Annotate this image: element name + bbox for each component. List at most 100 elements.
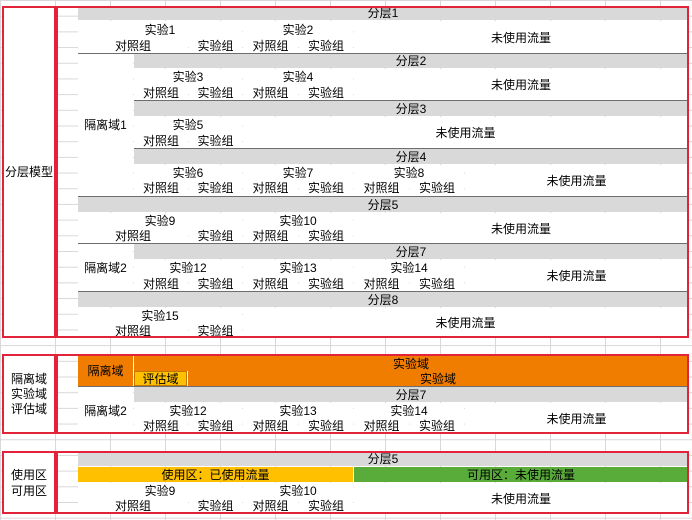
control-label: 对照组 xyxy=(363,181,400,195)
control-group: 对照组 xyxy=(243,276,298,292)
divider xyxy=(134,100,688,101)
treatment-label: 实验组 xyxy=(197,181,234,195)
control-group: 对照组 xyxy=(134,276,188,292)
layered-model-label: 分层模型 xyxy=(2,6,56,338)
isolation-domain-2: 隔离域2 xyxy=(78,244,133,292)
available-zone-label: 可用区：未使用流量 xyxy=(466,467,575,482)
control-group: 对照组 xyxy=(243,498,298,514)
control-label: 对照组 xyxy=(252,419,289,433)
experiment-12-label: 实验12 xyxy=(169,403,207,418)
experiment-8: 实验8 xyxy=(354,165,464,180)
treatment-group: 实验组 xyxy=(299,180,353,196)
control-label: 对照组 xyxy=(142,419,179,433)
treatment-group: 实验组 xyxy=(299,228,353,244)
treatment-label: 实验组 xyxy=(307,229,344,243)
experiment-2: 实验2 xyxy=(243,21,353,38)
treatment-label: 实验组 xyxy=(307,499,344,513)
unused-label: 未使用流量 xyxy=(490,491,551,506)
control-label: 对照组 xyxy=(142,86,179,100)
control-label: 对照组 xyxy=(252,499,289,513)
evaluation-domain-cell: 评估域 xyxy=(134,371,187,386)
divider xyxy=(134,148,688,149)
experiment-12: 实验12 xyxy=(134,260,242,276)
control-group: 对照组 xyxy=(243,85,298,101)
treatment-label: 实验组 xyxy=(418,181,455,195)
control-label: 对照组 xyxy=(363,277,400,291)
isolation-domain-1: 隔离域1 xyxy=(78,54,133,196)
experiment-domain-label: 实验域 xyxy=(419,371,456,386)
treatment-label: 实验组 xyxy=(307,277,344,291)
control-label: 对照组 xyxy=(114,499,151,513)
layer-7-label: 分层7 xyxy=(395,387,427,402)
layer-4-label: 分层4 xyxy=(395,149,427,164)
divider xyxy=(78,196,688,197)
unused-traffic-s2: 未使用流量 xyxy=(465,403,688,434)
isolation-domain-2: 隔离域2 xyxy=(78,387,133,434)
divider xyxy=(78,386,688,387)
treatment-label: 实验组 xyxy=(197,277,234,291)
control-label: 对照组 xyxy=(252,277,289,291)
control-group: 对照组 xyxy=(78,228,188,244)
control-group: 对照组 xyxy=(78,38,188,54)
unused-label: 未使用流量 xyxy=(546,411,607,426)
treatment-group: 实验组 xyxy=(410,180,464,196)
layer-2-label: 分层2 xyxy=(395,54,427,68)
experiment-12: 实验12 xyxy=(134,403,242,418)
experiment-15: 实验15 xyxy=(78,308,242,323)
unused-traffic-l8: 未使用流量 xyxy=(243,308,688,338)
experiment-9: 实验9 xyxy=(78,213,242,228)
isolation-2-label: 隔离域2 xyxy=(84,403,127,418)
unused-label: 未使用流量 xyxy=(490,30,551,45)
experiment-10: 实验10 xyxy=(243,213,353,228)
layer-7-header: 分层7 xyxy=(134,244,688,259)
experiment-7: 实验7 xyxy=(243,165,353,180)
experiment-1: 实验1 xyxy=(78,21,242,38)
treatment-label: 实验组 xyxy=(197,86,234,100)
treatment-label: 实验组 xyxy=(197,134,234,148)
treatment-group: 实验组 xyxy=(410,418,464,434)
layer-1-header: 分层1 xyxy=(78,6,688,20)
experiment-2-label: 实验2 xyxy=(282,22,314,37)
experiment-13-label: 实验13 xyxy=(279,261,317,275)
experiment-9-label: 实验9 xyxy=(144,483,176,498)
control-group: 对照组 xyxy=(354,276,409,292)
experiment-6-label: 实验6 xyxy=(172,165,204,180)
legend-available-zone: 可用区 xyxy=(10,483,47,498)
isolation-2-label: 隔离域2 xyxy=(84,261,127,275)
treatment-group: 实验组 xyxy=(299,418,353,434)
experiment-domain-label: 实验域 xyxy=(392,356,429,371)
experiment-7-label: 实验7 xyxy=(282,165,314,180)
experiment-13: 实验13 xyxy=(243,403,353,418)
treatment-label: 实验组 xyxy=(197,499,234,513)
legend-experiment: 实验域 xyxy=(10,387,47,401)
unused-traffic-l1: 未使用流量 xyxy=(354,21,688,54)
control-group: 对照组 xyxy=(243,228,298,244)
unused-label: 未使用流量 xyxy=(546,173,607,188)
experiment-10: 实验10 xyxy=(243,483,353,498)
treatment-group: 实验组 xyxy=(189,133,242,149)
unused-label: 未使用流量 xyxy=(490,221,551,236)
treatment-group: 实验组 xyxy=(189,180,242,196)
control-label: 对照组 xyxy=(252,39,289,53)
layer-7-header: 分层7 xyxy=(134,387,688,402)
experiment-domain-sub: 实验域 xyxy=(188,371,688,386)
layer-8-label: 分层8 xyxy=(367,292,399,307)
experiment-10-label: 实验10 xyxy=(279,483,317,498)
experiment-8-label: 实验8 xyxy=(393,165,425,180)
unused-traffic-l5: 未使用流量 xyxy=(354,213,688,244)
layer-5-label: 分层5 xyxy=(367,197,399,212)
experiment-9-label: 实验9 xyxy=(144,213,176,228)
treatment-group: 实验组 xyxy=(299,498,353,514)
experiment-14-label: 实验14 xyxy=(390,403,428,418)
control-group: 对照组 xyxy=(134,133,188,149)
legend-isolation: 隔离域 xyxy=(10,372,47,386)
experiment-13: 实验13 xyxy=(243,260,353,276)
control-group: 对照组 xyxy=(354,418,409,434)
experiment-6: 实验6 xyxy=(134,165,242,180)
layer-5-header: 分层5 xyxy=(78,197,688,212)
treatment-group: 实验组 xyxy=(410,276,464,292)
control-group: 对照组 xyxy=(134,85,188,101)
control-label: 对照组 xyxy=(252,229,289,243)
control-label: 对照组 xyxy=(114,39,151,53)
layer-5-label: 分层5 xyxy=(367,452,399,466)
